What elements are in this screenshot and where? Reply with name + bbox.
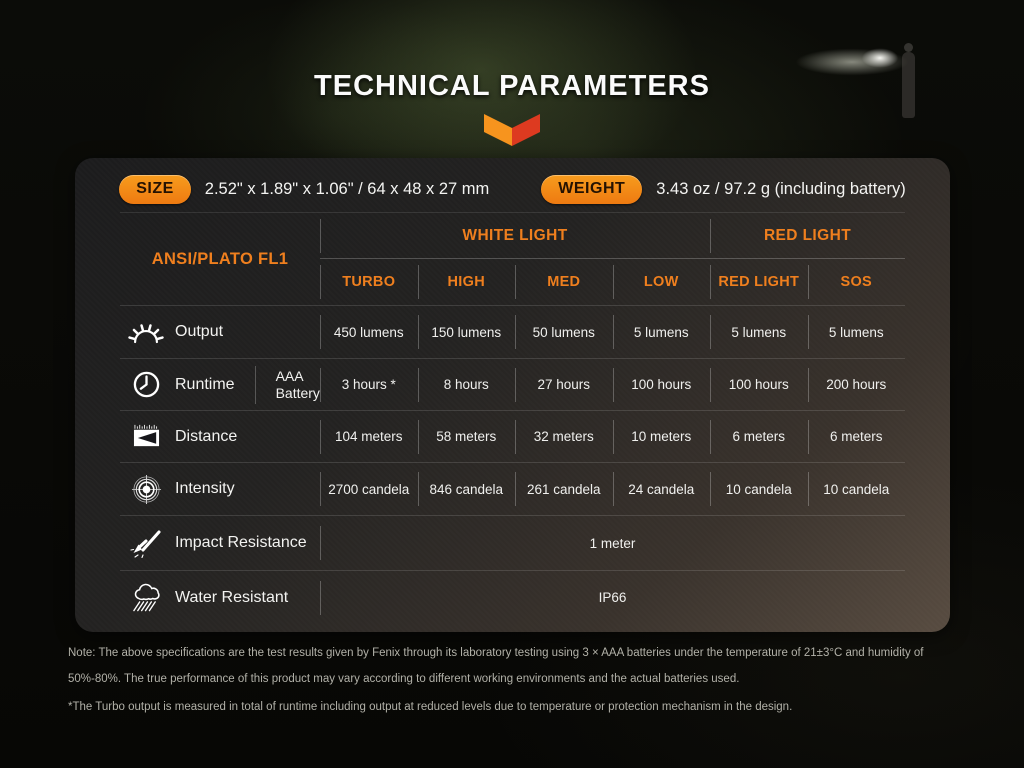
- column-header-med: MED: [515, 259, 613, 305]
- output-redlight: 5 lumens: [710, 305, 808, 358]
- runtime-low: 100 hours: [612, 358, 710, 410]
- row-label-output: Output: [120, 305, 320, 358]
- impact-resistance-value: 1 meter: [320, 515, 905, 570]
- row-label-text: Output: [175, 323, 224, 340]
- weight-badge: WEIGHT: [541, 174, 643, 204]
- runtime-redlight: 100 hours: [710, 358, 808, 410]
- group-header-white-light: WHITE LIGHT: [320, 212, 710, 259]
- intensity-high: 846 candela: [417, 462, 515, 515]
- row-label-intensity: Intensity: [120, 462, 320, 515]
- row-label-text: Water Resistant: [175, 588, 289, 606]
- runtime-turbo: 3 hours *: [320, 358, 418, 410]
- impact-resistance-icon: [128, 528, 164, 558]
- intensity-low: 24 candela: [612, 462, 710, 515]
- runtime-sublabel-divider: [254, 365, 256, 404]
- spec-panel: SIZE 2.52" x 1.89" x 1.06" / 64 x 48 x 2…: [75, 158, 950, 632]
- intensity-redlight: 10 candela: [710, 462, 808, 515]
- row-label-runtime: Runtime AAA Battery: [120, 358, 320, 410]
- output-low: 5 lumens: [612, 305, 710, 358]
- intensity-med: 261 candela: [515, 462, 613, 515]
- row-label-impact-resistance: Impact Resistance: [120, 515, 320, 570]
- chevron-down-icon: [483, 113, 541, 149]
- size-weight-row: SIZE 2.52" x 1.89" x 1.06" / 64 x 48 x 2…: [75, 171, 950, 207]
- runtime-high: 8 hours: [417, 358, 515, 410]
- hiker-figure: [902, 43, 915, 118]
- runtime-icon: [128, 370, 164, 399]
- column-header-sos: SOS: [808, 259, 906, 305]
- distance-icon: [128, 423, 164, 450]
- size-value: 2.52" x 1.89" x 1.06" / 64 x 48 x 27 mm: [204, 179, 490, 198]
- distance-low: 10 meters: [612, 410, 710, 462]
- column-header-high: HIGH: [418, 259, 516, 305]
- output-sos: 5 lumens: [807, 305, 905, 358]
- water-resistant-icon: [128, 583, 164, 613]
- distance-med: 32 meters: [515, 410, 613, 462]
- row-label-text: Intensity: [175, 480, 235, 497]
- distance-turbo: 104 meters: [320, 410, 418, 462]
- footnotes: Note: The above specifications are the t…: [68, 640, 974, 720]
- row-label-text: Impact Resistance: [175, 534, 307, 551]
- footnote-specifications: Note: The above specifications are the t…: [68, 647, 924, 685]
- intensity-turbo: 2700 candela: [320, 462, 418, 515]
- size-badge: SIZE: [119, 174, 191, 204]
- water-resistant-value: IP66: [320, 570, 905, 624]
- column-header-turbo: TURBO: [320, 259, 418, 305]
- spec-table: ANSI/PLATO FL1 WHITE LIGHT RED LIGHT TUR…: [120, 212, 905, 624]
- weight-value: 3.43 oz / 97.2 g (including battery): [656, 179, 906, 198]
- row-label-text: Runtime: [175, 375, 235, 393]
- row-label-text: Distance: [175, 427, 238, 445]
- column-header-low: LOW: [613, 259, 711, 305]
- runtime-battery-sublabel: AAA Battery: [275, 367, 320, 401]
- table-corner-label: ANSI/PLATO FL1: [120, 212, 320, 305]
- runtime-med: 27 hours: [515, 358, 613, 410]
- distance-sos: 6 meters: [807, 410, 905, 462]
- column-header-red-light: RED LIGHT: [710, 259, 808, 305]
- intensity-sos: 10 candela: [807, 462, 905, 515]
- page-title: TECHNICAL PARAMETERS: [314, 70, 710, 102]
- output-icon: [128, 319, 164, 346]
- runtime-sos: 200 hours: [807, 358, 905, 410]
- output-high: 150 lumens: [417, 305, 515, 358]
- row-label-distance: Distance: [120, 410, 320, 462]
- group-header-red-light: RED LIGHT: [710, 212, 905, 259]
- footnote-turbo: *The Turbo output is measured in total o…: [68, 701, 793, 713]
- output-med: 50 lumens: [515, 305, 613, 358]
- intensity-icon: [128, 474, 164, 505]
- distance-redlight: 6 meters: [710, 410, 808, 462]
- distance-high: 58 meters: [417, 410, 515, 462]
- output-turbo: 450 lumens: [320, 305, 418, 358]
- row-label-water-resistant: Water Resistant: [120, 570, 320, 624]
